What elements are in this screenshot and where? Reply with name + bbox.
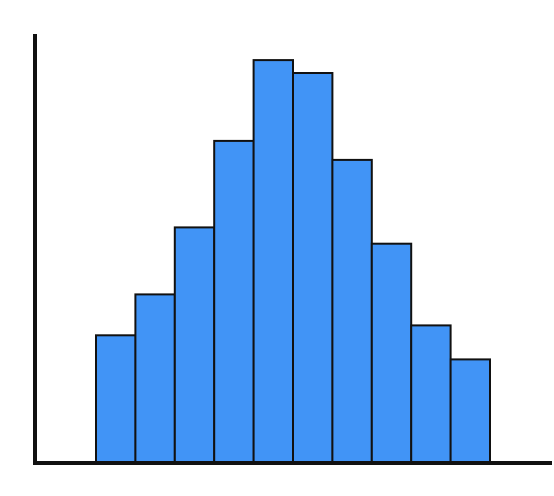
histogram-bar-1: [95, 334, 137, 464]
histogram-bar-5: [252, 59, 295, 464]
bars-group: [95, 59, 492, 464]
histogram-bar-7: [331, 158, 373, 464]
histogram-bar-6: [292, 72, 334, 464]
histogram-bar-8: [370, 242, 413, 464]
histogram-bar-3: [173, 226, 216, 464]
histogram-bar-4: [213, 139, 255, 464]
histogram-bar-2: [134, 293, 176, 464]
histogram-bar-9: [410, 324, 452, 464]
histogram-bar-10: [449, 358, 492, 464]
